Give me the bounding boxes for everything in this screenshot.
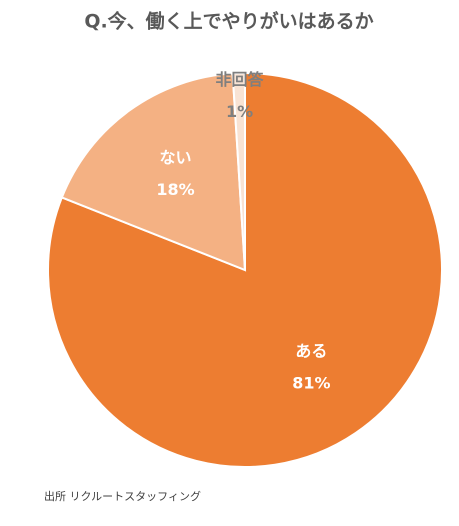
category-label: ある [295,341,327,360]
pie-slice [231,71,246,271]
value-label: 81% [292,373,330,392]
chart-title: Q.今、働く上でやりがいはあるか [84,10,373,33]
source: 出所 リクルートスタッフィング [44,489,201,503]
category-label: 非回答 [216,70,265,89]
pie-slice [60,72,247,272]
category-label: ない [160,148,192,167]
value-label: 1% [226,102,253,121]
value-label: 18% [156,180,194,199]
